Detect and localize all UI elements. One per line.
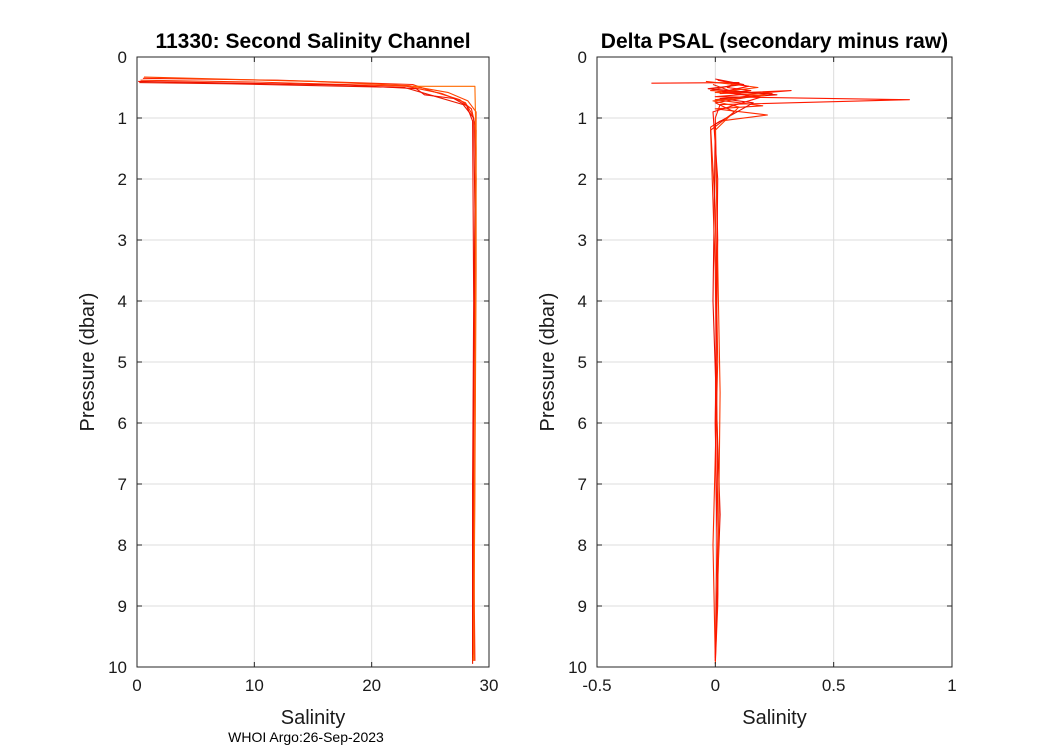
y-tick-label: 2 <box>578 170 587 189</box>
series-line <box>412 85 477 661</box>
series-line <box>142 77 477 661</box>
footer-text: WHOI Argo:26-Sep-2023 <box>228 729 384 745</box>
x-axis-label: Salinity <box>742 707 806 729</box>
y-tick-label: 10 <box>568 658 587 677</box>
y-tick-label: 10 <box>108 658 127 677</box>
chart-title: Delta PSAL (secondary minus raw) <box>601 30 948 53</box>
y-tick-label: 4 <box>118 292 127 311</box>
series-line <box>705 80 773 661</box>
y-tick-label: 8 <box>118 536 127 555</box>
x-tick-label: 0 <box>711 676 720 695</box>
y-tick-label: 2 <box>118 170 127 189</box>
x-tick-label: 0.5 <box>822 676 846 695</box>
y-tick-label: 3 <box>578 231 587 250</box>
y-axis-label: Pressure (dbar) <box>537 293 559 432</box>
y-tick-label: 1 <box>118 109 127 128</box>
series-group <box>138 76 477 664</box>
x-tick-label: 0 <box>132 676 141 695</box>
y-tick-label: 9 <box>118 597 127 616</box>
series-line <box>712 82 766 664</box>
y-tick-label: 6 <box>118 414 127 433</box>
series-group <box>651 78 910 664</box>
y-tick-label: 5 <box>578 353 587 372</box>
series-line <box>712 79 761 661</box>
x-axis-label: Salinity <box>281 707 345 729</box>
series-line <box>138 80 475 655</box>
y-tick-label: 9 <box>578 597 587 616</box>
y-tick-label: 6 <box>578 414 587 433</box>
y-tick-label: 0 <box>118 48 127 67</box>
y-tick-label: 8 <box>578 536 587 555</box>
series-line <box>140 79 477 658</box>
series-line <box>710 83 752 658</box>
x-tick-label: 10 <box>245 676 264 695</box>
y-tick-label: 3 <box>118 231 127 250</box>
series-line <box>143 76 477 661</box>
series-line <box>651 82 910 655</box>
y-tick-label: 0 <box>578 48 587 67</box>
y-tick-label: 4 <box>578 292 587 311</box>
y-axis-label: Pressure (dbar) <box>77 293 99 432</box>
series-line <box>139 82 476 664</box>
chart-title: 11330: Second Salinity Channel <box>155 30 470 53</box>
x-tick-label: 20 <box>362 676 381 695</box>
y-tick-label: 1 <box>578 109 587 128</box>
salinity-panel: 0 10 20 30 0 1 2 3 4 5 6 7 8 9 10 11330: Second Salinit… <box>77 30 498 729</box>
y-tick-label: 5 <box>118 353 127 372</box>
y-tick-label: 7 <box>118 475 127 494</box>
x-tick-label: 1 <box>947 676 956 695</box>
x-tick-label: 30 <box>480 676 499 695</box>
x-tick-label: -0.5 <box>582 676 611 695</box>
y-tick-label: 7 <box>578 475 587 494</box>
